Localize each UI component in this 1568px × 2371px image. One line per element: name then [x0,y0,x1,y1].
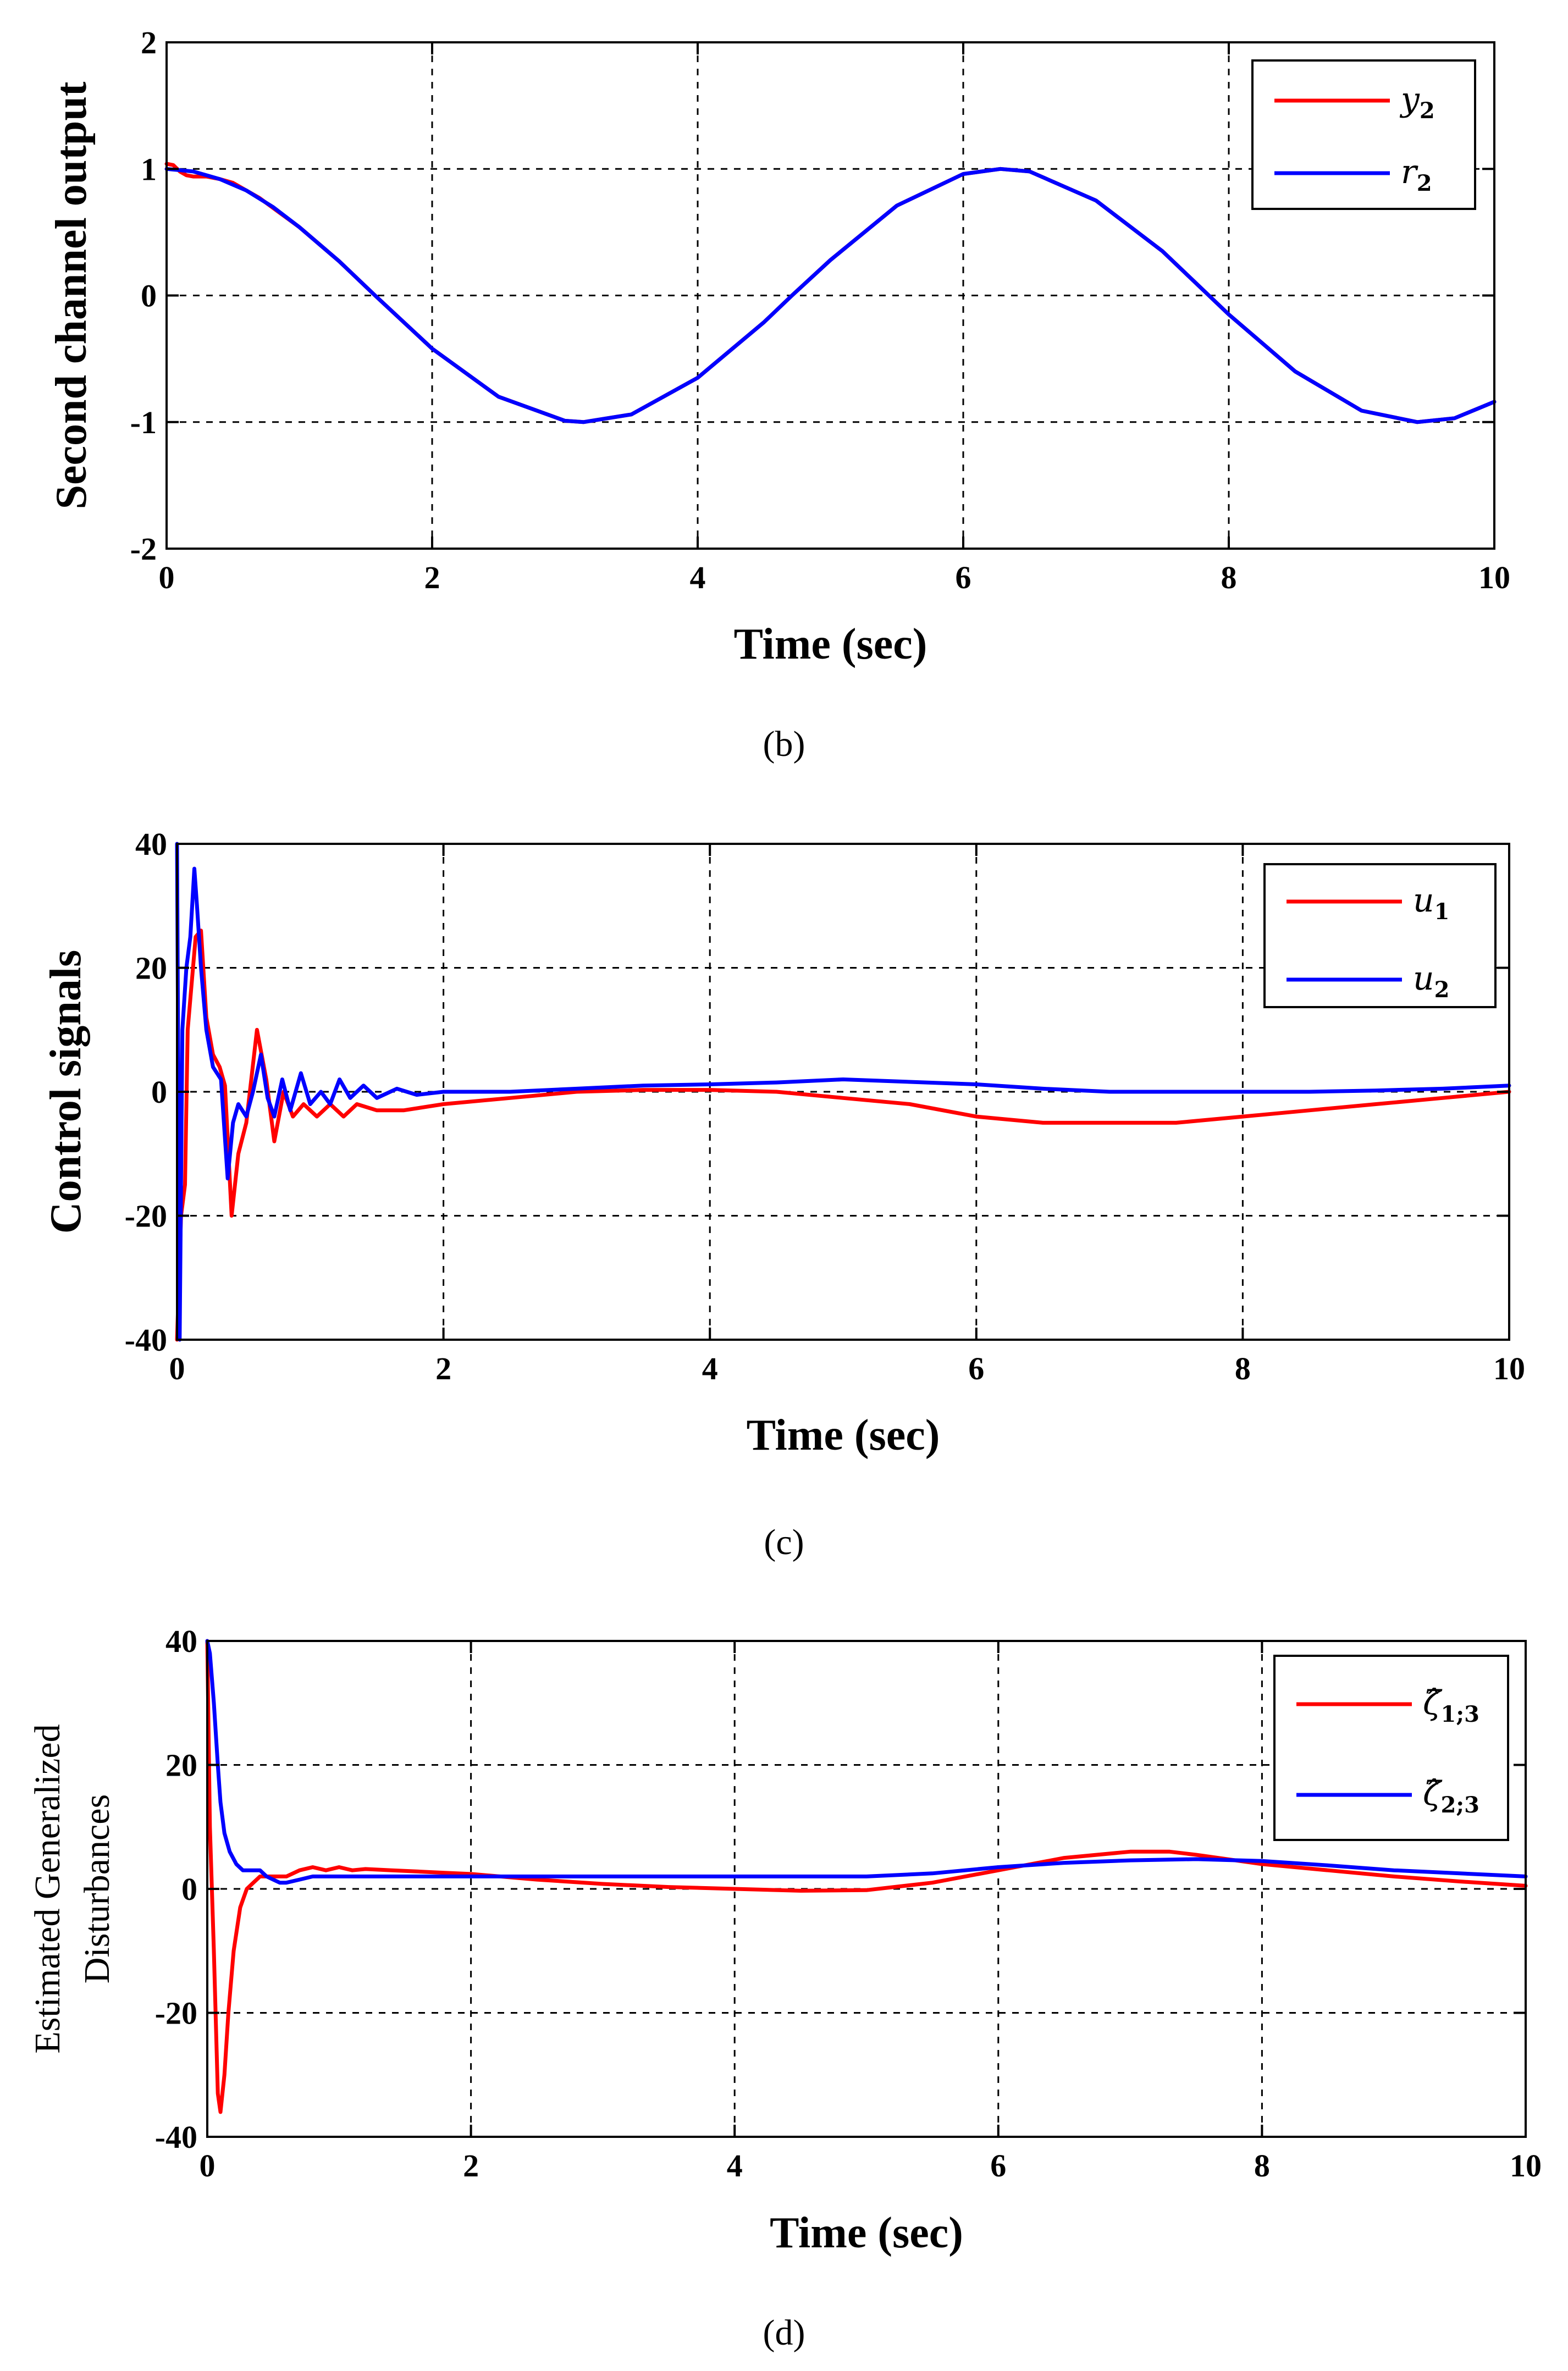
panel-b-chart: -2 -1 0 1 2 0 2 4 6 8 10 Time (sec) Second channe… [47,25,1510,764]
panel-b-legend-box [1251,59,1476,210]
panel-b-legend-label-y2: y2 [1399,80,1435,124]
panel-d-x-axis-label: Time (sec) [770,2209,963,2257]
panel-b-gridlines [167,42,1494,549]
x-tick-label: 2 [435,1351,451,1386]
panel-b-legend: y2 r2 [1251,59,1476,210]
panel-d-caption: (d) [763,2313,805,2353]
y-tick-label: -2 [130,531,157,567]
y-tick-label: 0 [181,1871,197,1907]
panel-c-chart: -40 -20 0 20 40 0 2 4 6 8 10 Time (sec) Control s… [42,826,1525,1562]
y-tick-label: 40 [165,1623,197,1659]
x-tick-label: 8 [1235,1351,1251,1386]
panel-d-legend: ζ̂1;3 ζ̂2;3 [1273,1655,1509,1841]
panel-c-y-axis-label: Control signals [42,950,90,1234]
panel-d-y-axis-label-line1: Estimated Generalized [27,1724,68,2053]
panel-d-legend-box [1273,1655,1509,1841]
x-tick-label: 2 [424,560,440,595]
x-tick-label: 4 [727,2148,743,2184]
y-tick-label: -1 [130,405,157,440]
x-tick-label: 2 [463,2148,479,2184]
panel-c-legend-box [1263,863,1497,1008]
panel-b-x-axis-label: Time (sec) [734,620,927,668]
panel-b-x-tick-labels: 0 2 4 6 8 10 [159,560,1511,595]
x-tick-label: 0 [200,2148,216,2184]
panel-b-tick-marks [165,41,1495,550]
panel-b-series-r2 [164,167,1497,424]
y-tick-label: 40 [135,826,167,862]
panel-c-tick-marks [176,843,1510,1341]
panel-c-legend: u1 u2 [1263,863,1497,1008]
panel-c-x-axis-label: Time (sec) [747,1411,940,1460]
x-tick-label: 6 [968,1351,984,1386]
x-tick-label: 6 [956,560,971,595]
panel-c-legend-label-u1: u1 [1413,881,1450,925]
x-tick-label: 0 [169,1351,185,1386]
panel-b-y-axis-label: Second channel output [47,81,96,509]
panel-b-caption: (b) [763,724,805,764]
panel-c-caption: (c) [764,1522,804,1562]
panel-c-y-tick-labels: -40 -20 0 20 40 [125,826,167,1358]
x-tick-label: 10 [1510,2148,1542,2184]
x-tick-label: 10 [1478,560,1510,595]
x-tick-label: 4 [690,560,706,595]
y-tick-label: 2 [141,25,157,60]
x-tick-label: 6 [990,2148,1006,2184]
y-tick-label: 20 [165,1748,197,1783]
panel-c-legend-label-u2: u2 [1413,959,1450,1003]
panel-d-tick-marks [206,1640,1527,2138]
x-tick-label: 0 [159,560,175,595]
panel-b-y-tick-labels: -2 -1 0 1 2 [130,25,157,567]
panel-c-series [175,842,1511,1342]
panel-d-y-tick-labels: -40 -20 0 20 40 [155,1623,197,2155]
x-tick-label: 8 [1254,2148,1270,2184]
panel-d-series-zeta2 [205,1639,1528,1885]
panel-d-legend-label-zeta1: ζ̂1;3 [1423,1684,1479,1727]
panel-d-legend-label-zeta2: ζ̂2;3 [1423,1775,1479,1818]
panel-d-y-axis-label-line2: Disturbances [77,1794,117,1984]
x-tick-label: 10 [1493,1351,1525,1386]
panel-c-x-tick-labels: 0 2 4 6 8 10 [169,1351,1526,1386]
panel-d-series-zeta1 [205,1639,1528,2114]
y-tick-label: -40 [155,2119,197,2155]
panel-b-series [164,162,1497,424]
panel-d-series [205,1639,1528,2114]
x-tick-label: 4 [702,1351,718,1386]
panel-d-x-tick-labels: 0 2 4 6 8 10 [200,2148,1542,2184]
y-tick-label: -40 [125,1322,167,1358]
panel-c-series-u2 [175,842,1511,1342]
y-tick-label: 0 [141,278,157,314]
y-tick-label: 20 [135,950,167,986]
y-tick-label: -20 [155,1996,197,2031]
y-tick-label: 1 [141,151,157,187]
y-tick-label: -20 [125,1198,167,1234]
y-tick-label: 0 [151,1074,167,1110]
x-tick-label: 8 [1221,560,1237,595]
panel-d-chart: -40 -20 0 20 40 0 2 4 6 8 10 Time (sec) Estimated… [27,1623,1542,2353]
panel-b-legend-label-r2: r2 [1401,153,1432,196]
